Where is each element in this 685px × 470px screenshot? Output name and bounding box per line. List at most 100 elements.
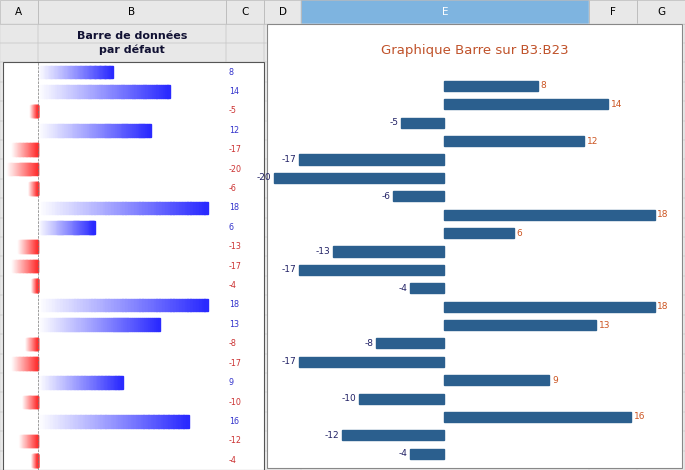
Bar — [226, 431, 264, 451]
Bar — [301, 43, 589, 63]
Bar — [30, 357, 31, 369]
Bar — [226, 0, 264, 24]
Bar — [23, 163, 24, 175]
Bar — [301, 295, 589, 315]
Bar — [26, 260, 27, 273]
Bar — [196, 202, 199, 214]
Bar — [44, 66, 45, 78]
Bar — [55, 221, 56, 234]
Bar — [13, 143, 14, 156]
Bar — [119, 318, 122, 331]
Bar — [42, 221, 44, 234]
Bar — [50, 221, 51, 234]
Bar — [38, 315, 226, 334]
Bar — [637, 101, 685, 121]
Bar — [141, 85, 144, 98]
Bar — [301, 295, 589, 315]
Bar — [0, 451, 38, 470]
Bar — [43, 298, 47, 311]
Bar — [301, 0, 589, 24]
Bar — [136, 124, 138, 137]
Bar — [0, 237, 38, 257]
Bar — [97, 318, 99, 331]
Bar — [168, 202, 171, 214]
Bar — [226, 159, 264, 179]
Bar — [63, 202, 66, 214]
Bar — [134, 124, 136, 137]
Bar — [264, 0, 301, 24]
Bar — [95, 66, 97, 78]
Bar — [38, 257, 226, 276]
Bar — [185, 202, 188, 214]
Bar — [77, 318, 79, 331]
Bar — [637, 451, 685, 470]
Bar — [171, 415, 174, 428]
Bar — [58, 124, 60, 137]
Bar — [40, 85, 42, 98]
Bar — [226, 43, 264, 63]
Bar — [105, 415, 108, 428]
Bar — [156, 318, 158, 331]
Bar — [80, 298, 84, 311]
Bar — [264, 24, 301, 43]
Bar — [301, 353, 589, 373]
Bar — [71, 318, 73, 331]
Bar — [182, 298, 185, 311]
Bar — [109, 318, 112, 331]
Bar — [139, 85, 141, 98]
Bar — [38, 179, 226, 198]
Bar — [14, 357, 15, 369]
Bar — [41, 66, 43, 78]
Bar — [18, 163, 19, 175]
Bar — [226, 179, 264, 198]
Bar — [125, 202, 129, 214]
Bar — [0, 431, 38, 451]
Bar — [115, 376, 117, 389]
Bar — [66, 124, 69, 137]
Bar — [29, 260, 30, 273]
Bar — [143, 85, 146, 98]
Bar — [159, 202, 162, 214]
Bar — [105, 66, 107, 78]
Bar — [38, 257, 226, 276]
Bar — [101, 318, 103, 331]
Bar — [30, 357, 31, 369]
Bar — [264, 159, 301, 179]
Bar — [35, 260, 36, 273]
Bar — [264, 121, 301, 140]
Bar — [35, 357, 36, 369]
Bar — [637, 295, 685, 315]
Bar — [64, 318, 66, 331]
Bar — [0, 179, 38, 198]
Bar — [301, 315, 589, 334]
Bar — [80, 66, 82, 78]
Bar — [45, 415, 48, 428]
Bar — [301, 353, 589, 373]
Bar — [86, 415, 88, 428]
Bar — [264, 315, 301, 334]
Bar — [86, 376, 88, 389]
Text: E: E — [442, 7, 449, 17]
Bar — [264, 101, 301, 121]
Bar — [12, 357, 13, 369]
Bar — [66, 298, 69, 311]
Bar — [153, 298, 157, 311]
Bar — [60, 221, 62, 234]
Bar — [196, 298, 199, 311]
Bar — [51, 85, 53, 98]
Bar — [637, 392, 685, 412]
Bar — [108, 202, 112, 214]
Bar — [637, 63, 685, 82]
Bar — [83, 415, 86, 428]
Bar — [589, 43, 637, 63]
Bar — [58, 376, 59, 389]
Bar — [105, 376, 108, 389]
Bar — [0, 451, 38, 470]
Bar — [81, 124, 84, 137]
Bar — [226, 218, 264, 237]
Bar — [100, 124, 102, 137]
Text: -6: -6 — [229, 184, 236, 193]
Bar — [637, 451, 685, 470]
Bar — [130, 124, 132, 137]
Text: 16: 16 — [634, 413, 645, 422]
